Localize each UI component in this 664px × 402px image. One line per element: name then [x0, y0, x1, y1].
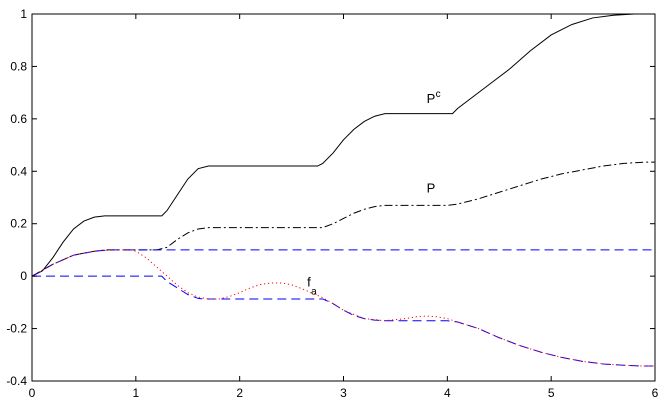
series-line-2 — [31, 161, 655, 277]
y-tick-label: 0.8 — [10, 59, 27, 73]
annotation-subscript: a — [311, 287, 317, 298]
annotation-label: f — [307, 275, 311, 290]
x-tick-label: 6 — [652, 386, 659, 400]
x-tick-label: 3 — [340, 386, 347, 400]
y-tick-label: 0 — [20, 269, 27, 283]
x-tick-label: 1 — [132, 386, 139, 400]
annotation-superscript: c — [436, 89, 441, 100]
x-tick-label: 2 — [236, 386, 243, 400]
y-tick-label: -0.4 — [6, 374, 27, 388]
series-layer — [31, 13, 655, 367]
annotation-label: P — [427, 91, 436, 106]
y-tick-label: 1 — [20, 7, 27, 21]
y-tick-label: 0.2 — [10, 217, 27, 231]
ticks-layer: 0 1 2 3 4 5 6 -0.4 -0.2 0 0.2 0.4 0.6 0.8 1 — [6, 7, 658, 400]
x-tick-label: 5 — [548, 386, 555, 400]
series-line-1 — [31, 13, 655, 277]
y-tick-label: 0.4 — [10, 164, 27, 178]
y-tick-label: -0.2 — [6, 322, 27, 336]
x-tick-label: 0 — [29, 386, 36, 400]
series-line-3 — [31, 249, 655, 277]
y-tick-label: 0.6 — [10, 112, 27, 126]
annotation-label: P — [427, 180, 436, 195]
x-tick-label: 4 — [444, 386, 451, 400]
